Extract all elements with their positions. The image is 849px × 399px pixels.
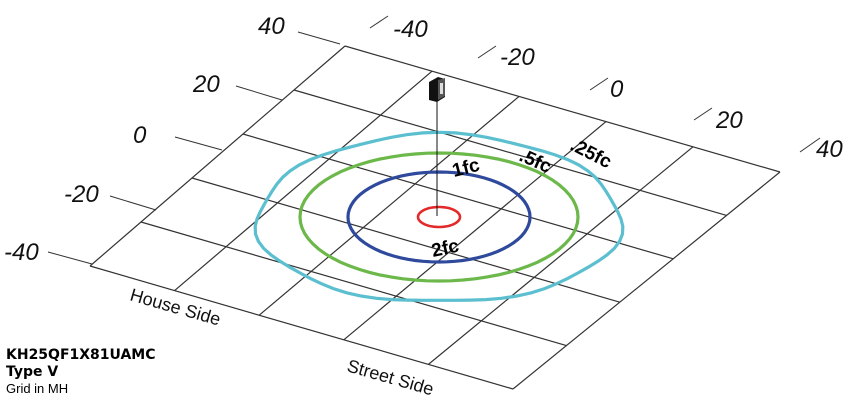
isoline-2fc: [416, 205, 462, 229]
fixture-type: Type V: [6, 364, 59, 380]
left-axis-tick-neg40: -40: [4, 239, 39, 266]
top-axis-tick-20: 20: [715, 107, 743, 134]
top-axis-tick-40: 40: [816, 136, 843, 163]
grid-line-row-0: [89, 265, 514, 390]
grid-line-col-0: [89, 45, 346, 267]
isofootcandle-lines: [253, 130, 625, 302]
top-axis-leader-4: [799, 137, 821, 153]
ground-grid: [89, 45, 781, 390]
top-axis-leader-0: [369, 15, 389, 29]
left-axis-leader-0: [297, 31, 341, 45]
axis-leaders: [47, 15, 821, 265]
left-axis-tick-neg20: -20: [64, 181, 99, 208]
grid-line-col-4: [428, 146, 694, 365]
isoline-05fc: [298, 151, 580, 283]
left-axis-tick-0: 0: [133, 122, 147, 149]
isoline-label-05fc: .5fc: [516, 145, 555, 178]
left-axis-leader-3: [109, 195, 157, 211]
luminaire-icon: [429, 77, 445, 102]
fixture-model: KH25QF1X81UAMC: [6, 347, 156, 363]
grid-line-col-2: [258, 95, 520, 316]
grid-line-row-3: [242, 133, 674, 260]
top-axis-leader-1: [477, 45, 497, 59]
isoline-1fc: [346, 170, 532, 264]
top-axis-leader-2: [589, 77, 609, 91]
isoline-label-2fc: 2fc: [430, 236, 462, 262]
grid-line-col-1: [174, 70, 433, 292]
luminaire: [429, 77, 445, 216]
top-axis-tick-0: 0: [610, 76, 624, 103]
isoline-025fc: [253, 130, 625, 302]
top-axis-tick-neg40: -40: [393, 16, 428, 43]
left-axis-tick-40: 40: [258, 13, 285, 40]
left-axis-leader-4: [47, 251, 93, 265]
grid-line-col-5: [512, 171, 781, 390]
grid-line-row-2: [191, 177, 620, 303]
left-axis-leader-2: [174, 136, 223, 151]
left-axis-leader-1: [235, 85, 283, 101]
grid-line-row-5: [344, 45, 781, 173]
grid-unit-note: Grid in MH: [6, 381, 69, 396]
grid-line-row-4: [293, 89, 727, 216]
isoline-label-025fc: .25fc: [567, 135, 616, 174]
top-axis-leader-3: [693, 107, 713, 121]
grid-line-row-1: [140, 221, 567, 347]
top-axis-tick-neg20: -20: [500, 44, 535, 71]
fixture-info: KH25QF1X81UAMC Type V Grid in MH: [6, 347, 266, 396]
left-axis-tick-20: 20: [192, 71, 220, 98]
